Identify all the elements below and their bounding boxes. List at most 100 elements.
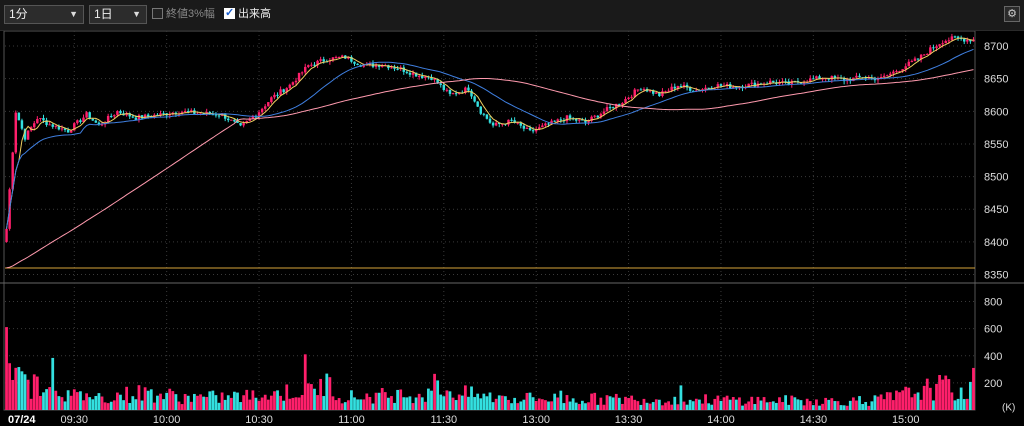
price-tick-label: 8350 xyxy=(984,269,1008,281)
candle xyxy=(79,120,82,122)
volume-bar xyxy=(399,389,403,410)
candle xyxy=(11,152,14,190)
candle xyxy=(73,123,76,131)
volume-bar xyxy=(66,390,70,410)
candle xyxy=(42,118,45,121)
candle xyxy=(491,122,495,126)
volume-bar xyxy=(26,379,30,410)
candle xyxy=(522,125,526,129)
candle xyxy=(119,111,122,114)
volume-bar xyxy=(596,404,600,410)
range-select[interactable]: 1日 ▼ xyxy=(89,5,147,24)
candle xyxy=(778,82,781,85)
volume-checkbox[interactable] xyxy=(224,6,235,19)
volume-bar xyxy=(925,378,929,410)
price-tick-label: 8700 xyxy=(984,41,1008,53)
volume-bar xyxy=(368,396,372,410)
candle xyxy=(14,112,18,153)
candle xyxy=(26,130,30,140)
candle xyxy=(716,84,720,88)
limit-range-label: 終値3%幅 xyxy=(166,8,215,20)
candle xyxy=(377,64,381,67)
volume-bar xyxy=(657,399,661,410)
candle xyxy=(584,120,587,123)
volume-bar xyxy=(725,395,729,410)
volume-bar xyxy=(916,392,920,410)
volume-bar xyxy=(747,401,751,410)
gear-icon[interactable]: ⚙ xyxy=(1004,6,1020,22)
volume-bar xyxy=(611,397,615,410)
volume-bar xyxy=(445,390,449,410)
volume-bar xyxy=(451,397,455,410)
volume-bar xyxy=(713,398,717,410)
candle xyxy=(922,54,926,56)
volume-bar xyxy=(91,399,95,410)
candle xyxy=(331,57,335,61)
candle xyxy=(525,127,529,129)
candle xyxy=(380,65,384,67)
volume-bar xyxy=(519,401,523,410)
volume-bar xyxy=(651,402,655,410)
candle xyxy=(211,114,215,116)
candle xyxy=(605,107,609,112)
volume-bar xyxy=(935,383,938,410)
candle xyxy=(146,114,150,117)
volume-bar xyxy=(664,402,667,410)
candle xyxy=(639,89,643,91)
candle xyxy=(858,75,861,78)
candle xyxy=(916,58,920,60)
volume-bar xyxy=(738,397,741,410)
time-tick-label: 13:30 xyxy=(615,414,643,426)
candle xyxy=(867,77,870,79)
candle xyxy=(174,112,178,114)
volume-bar xyxy=(781,402,784,410)
volume-bar xyxy=(941,379,945,410)
volume-bar xyxy=(494,398,498,410)
chevron-down-icon: ▼ xyxy=(132,9,141,19)
candle xyxy=(473,96,476,102)
limit-range-checkbox[interactable] xyxy=(152,8,163,19)
volume-bar xyxy=(282,400,286,410)
volume-bar xyxy=(353,397,356,410)
candle xyxy=(304,66,307,73)
volume-bar xyxy=(156,395,159,410)
volume-bar xyxy=(17,367,21,410)
volume-bar xyxy=(771,401,775,410)
candle xyxy=(907,61,911,67)
interval-select[interactable]: 1分 ▼ xyxy=(4,5,84,24)
candle xyxy=(439,83,442,85)
candle xyxy=(5,228,8,242)
volume-tick-label: 200 xyxy=(984,378,1002,390)
volume-unit-label: (K) xyxy=(1002,403,1015,414)
volume-bar xyxy=(211,390,215,410)
candle xyxy=(485,114,489,119)
candle xyxy=(568,115,572,119)
volume-bar xyxy=(919,399,923,410)
volume-bar xyxy=(667,401,670,410)
volume-bar xyxy=(947,379,951,410)
candle xyxy=(962,38,966,42)
candle xyxy=(300,72,304,74)
volume-bar xyxy=(815,399,818,410)
volume-bar xyxy=(590,393,594,410)
candle xyxy=(728,83,732,89)
candle xyxy=(23,128,27,140)
volume-bar xyxy=(750,396,754,410)
volume-bar xyxy=(488,392,492,410)
candle xyxy=(116,111,119,116)
volume-bar xyxy=(306,383,310,410)
volume-bar xyxy=(707,403,711,410)
volume-bar xyxy=(162,399,165,410)
candle xyxy=(467,87,470,91)
candle xyxy=(76,120,79,124)
candle xyxy=(140,115,144,119)
volume-bar xyxy=(661,405,664,410)
volume-bar xyxy=(670,404,674,410)
candlestick-chart: 8350 8400 8450 8500 8550 8600 8650 8700 200 400 60… xyxy=(0,31,1024,426)
volume-bar xyxy=(642,398,646,410)
volume-tick-label: 600 xyxy=(984,324,1002,336)
moving-average-line xyxy=(6,37,974,229)
candle xyxy=(550,120,553,125)
candle xyxy=(20,120,24,129)
candle xyxy=(217,115,221,117)
